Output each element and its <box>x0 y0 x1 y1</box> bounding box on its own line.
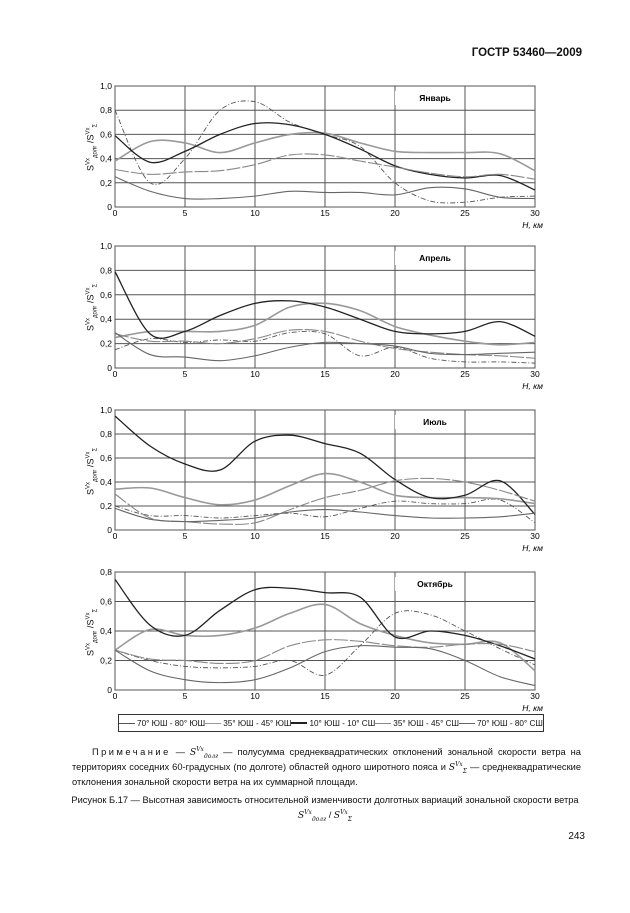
y-axis-label-january: SVxдолг /SVxΣ <box>85 123 99 172</box>
y-tick-label: 1,0 <box>100 81 112 91</box>
series-line <box>114 507 536 523</box>
symbol-s-sum: SVxΣ <box>333 809 353 823</box>
series-line <box>114 122 536 191</box>
y-tick-label: 0,4 <box>100 314 112 324</box>
x-tick-label: 25 <box>460 369 470 379</box>
series-line <box>114 330 536 364</box>
y-axis-label-april: SVxдолг /SVxΣ <box>85 283 99 332</box>
series-line <box>114 176 536 200</box>
x-tick-label: 15 <box>320 531 330 541</box>
x-tick-label: 10 <box>250 208 260 218</box>
x-tick-label: 0 <box>113 369 118 379</box>
x-tick-label: 25 <box>460 691 470 701</box>
symbol-s-sum: SVxΣ <box>448 761 468 775</box>
x-tick-label: 20 <box>390 208 400 218</box>
series-line <box>114 332 536 362</box>
legend-item: 70° ЮШ - 80° ЮШ <box>119 719 205 728</box>
y-tick-label: 0,6 <box>100 129 112 139</box>
x-tick-label: 0 <box>113 208 118 218</box>
series-line <box>114 415 536 515</box>
x-tick-label: 20 <box>390 691 400 701</box>
y-tick-label: 0,4 <box>100 477 112 487</box>
x-tick-label: 10 <box>250 531 260 541</box>
series-line <box>114 131 536 172</box>
title-background <box>395 577 455 591</box>
y-tick-label: 0 <box>107 363 112 373</box>
y-tick-label: 0 <box>107 525 112 535</box>
series-line <box>114 639 536 665</box>
text-flow: Примечание — SVxдолг — полусумма среднек… <box>65 745 585 843</box>
figure-caption: Рисунок Б.17 — Высотная зависимость отно… <box>71 795 579 823</box>
x-tick-label: 25 <box>460 531 470 541</box>
x-tick-label: 10 <box>250 369 260 379</box>
x-tick-label: 30 <box>530 208 540 218</box>
y-tick-label: 0,8 <box>100 265 112 275</box>
legend-item: 35° ЮШ - 45° СШ <box>375 719 459 728</box>
title-background <box>395 91 455 105</box>
legend-item: 35° ЮШ - 45° ЮШ <box>205 719 291 728</box>
chart-title: Апрель <box>419 253 451 263</box>
x-axis-label: H, км <box>522 381 543 391</box>
x-tick-label: 0 <box>113 691 118 701</box>
series-line <box>114 271 536 339</box>
standard-header: ГОСТР 53460—2009 <box>471 47 582 59</box>
x-tick-label: 20 <box>390 369 400 379</box>
title-background <box>395 251 455 265</box>
y-axis-label-july: SVxдолг /SVxΣ <box>85 447 99 496</box>
symbol-s-long: SVxдолг <box>297 809 327 823</box>
y-tick-label: 0,2 <box>100 501 112 511</box>
title-background <box>395 415 455 429</box>
series-line <box>114 153 536 180</box>
x-tick-label: 20 <box>390 531 400 541</box>
y-tick-label: 0,6 <box>100 597 112 607</box>
y-tick-label: 0,2 <box>100 339 112 349</box>
y-tick-label: 0 <box>107 685 112 695</box>
x-tick-label: 5 <box>183 531 188 541</box>
y-tick-label: 0,8 <box>100 105 112 115</box>
chart-legend: 70° ЮШ - 80° ЮШ 35° ЮШ - 45° ЮШ 10° ЮШ -… <box>118 714 544 732</box>
series-line <box>114 578 536 660</box>
figure-note: Примечание — SVxдолг — полусумма среднек… <box>72 746 582 788</box>
y-tick-label: 0,4 <box>100 626 112 636</box>
x-tick-label: 5 <box>183 369 188 379</box>
legend-item: 70° ЮШ - 80° СШ <box>459 719 543 728</box>
y-tick-label: 0,6 <box>100 290 112 300</box>
x-tick-label: 25 <box>460 208 470 218</box>
note-label: Примечание <box>91 747 171 757</box>
x-axis-label: H, км <box>522 543 543 553</box>
y-tick-label: 0,8 <box>100 429 112 439</box>
page-number: 243 <box>568 831 585 842</box>
x-tick-label: 10 <box>250 691 260 701</box>
y-tick-label: 1,0 <box>100 405 112 415</box>
y-tick-label: 1,0 <box>100 241 112 251</box>
chart-title: Январь <box>419 93 451 103</box>
series-line <box>114 498 536 524</box>
x-axis-label: H, км <box>522 703 543 713</box>
series-line <box>114 610 536 676</box>
x-tick-label: 15 <box>320 208 330 218</box>
y-tick-label: 0,2 <box>100 656 112 666</box>
y-tick-label: 0,4 <box>100 154 112 164</box>
series-line <box>114 645 536 687</box>
x-axis-label: H, км <box>522 220 543 230</box>
y-tick-label: 0,2 <box>100 178 112 188</box>
x-tick-label: 30 <box>530 531 540 541</box>
x-tick-label: 5 <box>183 691 188 701</box>
legend-item: 10° ЮШ - 10° СШ <box>291 719 375 728</box>
x-tick-label: 15 <box>320 691 330 701</box>
chart-title: Октябрь <box>417 579 453 589</box>
chart-title: Июль <box>423 417 447 427</box>
y-tick-label: 0,6 <box>100 453 112 463</box>
y-tick-label: 0,8 <box>100 567 112 577</box>
x-tick-label: 30 <box>530 369 540 379</box>
symbol-s-long: SVxдолг <box>190 746 219 760</box>
x-tick-label: 0 <box>113 531 118 541</box>
y-tick-label: 0 <box>107 202 112 212</box>
series-line <box>114 472 536 506</box>
x-tick-label: 15 <box>320 369 330 379</box>
y-axis-label-october: SVxдолг /SVxΣ <box>85 608 99 657</box>
x-tick-label: 5 <box>183 208 188 218</box>
x-tick-label: 30 <box>530 691 540 701</box>
